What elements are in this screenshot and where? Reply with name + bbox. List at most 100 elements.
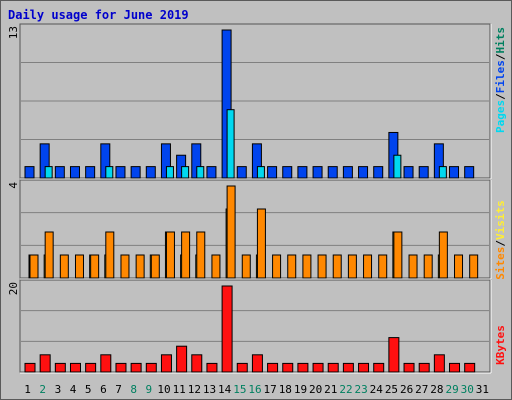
bar-kbytes-day-10	[160, 354, 172, 373]
day-label-8: 8	[130, 383, 137, 396]
bar-kbytes-day-4	[69, 362, 81, 373]
day-label-22: 22	[339, 383, 352, 396]
bar-hits-day-29	[449, 166, 460, 179]
day-label-9: 9	[146, 383, 153, 396]
bar-sites-day-27	[423, 254, 433, 279]
legend-sites-visits: Sites/Visits	[494, 200, 507, 280]
max-label-top: 13	[7, 26, 20, 39]
bar-hits-day-24	[373, 166, 384, 179]
bar-files-day-12	[196, 166, 205, 179]
bar-sites-day-2	[44, 231, 54, 279]
legend-kbytes: KBytes	[494, 325, 507, 365]
bar-sites-day-5	[90, 254, 100, 279]
day-label-2: 2	[39, 383, 46, 396]
bar-sites-day-4	[74, 254, 84, 279]
bar-sites-day-12	[196, 231, 206, 279]
day-label-5: 5	[85, 383, 92, 396]
bar-kbytes-day-3	[54, 362, 66, 373]
bar-hits-day-9	[145, 166, 156, 179]
bar-kbytes-day-18	[282, 362, 294, 373]
bar-kbytes-day-20	[312, 362, 324, 373]
bar-hits-day-30	[464, 166, 475, 179]
bar-sites-day-29	[454, 254, 464, 279]
bar-files-day-25	[393, 154, 402, 179]
bar-files-day-28	[438, 166, 447, 179]
bar-hits-day-13	[206, 166, 217, 179]
day-label-17: 17	[264, 383, 277, 396]
day-label-13: 13	[203, 383, 216, 396]
bar-hits-day-23	[358, 166, 369, 179]
bar-sites-day-14	[226, 185, 236, 279]
bar-kbytes-day-26	[403, 362, 415, 373]
day-label-20: 20	[309, 383, 322, 396]
day-label-7: 7	[115, 383, 122, 396]
day-label-1: 1	[24, 383, 31, 396]
bar-sites-day-22	[347, 254, 357, 279]
bar-hits-day-8	[130, 166, 141, 179]
max-label-bottom: 20	[7, 282, 20, 295]
bar-sites-day-23	[363, 254, 373, 279]
bar-kbytes-day-29	[449, 362, 461, 373]
bar-sites-day-26	[408, 254, 418, 279]
bar-kbytes-day-17	[267, 362, 279, 373]
bar-sites-day-15	[241, 254, 251, 279]
bar-kbytes-day-19	[297, 362, 309, 373]
day-label-29: 29	[445, 383, 458, 396]
bar-sites-day-18	[287, 254, 297, 279]
bar-hits-day-15	[236, 166, 247, 179]
bar-kbytes-day-6	[100, 354, 112, 373]
bar-sites-day-24	[378, 254, 388, 279]
bar-kbytes-day-27	[418, 362, 430, 373]
bar-files-day-2	[44, 166, 53, 179]
bar-kbytes-day-25	[388, 337, 400, 373]
day-label-18: 18	[279, 383, 292, 396]
bar-hits-day-5	[85, 166, 96, 179]
bar-kbytes-day-21	[327, 362, 339, 373]
bar-hits-day-3	[54, 166, 65, 179]
bar-kbytes-day-15	[236, 362, 248, 373]
bar-sites-day-11	[181, 231, 191, 279]
day-label-31: 31	[476, 383, 489, 396]
bar-hits-day-19	[297, 166, 308, 179]
bar-kbytes-day-11	[176, 345, 188, 373]
bar-kbytes-day-24	[373, 362, 385, 373]
day-label-6: 6	[100, 383, 107, 396]
bar-hits-day-27	[418, 166, 429, 179]
day-label-14: 14	[218, 383, 232, 396]
bar-sites-day-16	[256, 208, 266, 279]
bar-kbytes-day-16	[251, 354, 263, 373]
day-label-19: 19	[294, 383, 307, 396]
max-label-middle: 4	[7, 182, 20, 189]
bar-files-day-11	[181, 166, 190, 179]
bar-files-day-6	[105, 166, 114, 179]
bar-kbytes-day-30	[464, 362, 476, 373]
bar-files-day-14	[226, 109, 235, 179]
bar-sites-day-21	[332, 254, 342, 279]
day-label-10: 10	[157, 383, 170, 396]
bar-sites-day-25	[393, 231, 403, 279]
bar-kbytes-day-14	[221, 285, 233, 373]
day-label-21: 21	[324, 383, 337, 396]
legend-pages-files-hits: Pages/Files/Hits	[494, 27, 507, 133]
day-label-24: 24	[370, 383, 384, 396]
day-label-11: 11	[173, 383, 186, 396]
bar-kbytes-day-13	[206, 362, 218, 373]
bar-kbytes-day-12	[191, 354, 203, 373]
bar-sites-day-9	[150, 254, 160, 279]
bar-kbytes-day-7	[115, 362, 127, 373]
day-label-25: 25	[385, 383, 398, 396]
bar-kbytes-day-28	[433, 354, 445, 373]
bar-sites-day-19	[302, 254, 312, 279]
bar-sites-day-10	[165, 231, 175, 279]
day-label-26: 26	[400, 383, 413, 396]
bar-kbytes-day-22	[342, 362, 354, 373]
chart-title: Daily usage for June 2019	[8, 8, 189, 22]
bar-kbytes-day-5	[85, 362, 97, 373]
bar-sites-day-30	[469, 254, 479, 279]
bar-kbytes-day-2	[39, 354, 51, 373]
bar-kbytes-day-1	[24, 362, 36, 373]
bar-sites-day-7	[120, 254, 130, 279]
day-label-3: 3	[55, 383, 62, 396]
bar-files-day-16	[256, 166, 265, 179]
